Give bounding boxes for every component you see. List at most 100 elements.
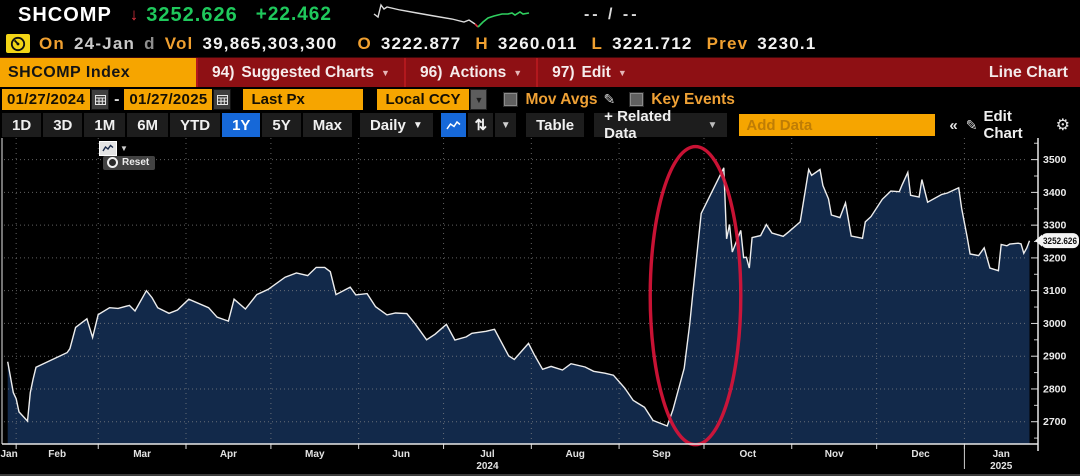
start-date-input[interactable]: 01/27/2024 [2, 89, 91, 110]
calendar-icon[interactable] [213, 89, 232, 110]
low-value: 3221.712 [612, 33, 693, 53]
chart-type-line-icon[interactable] [440, 113, 467, 137]
prev-value: 3230.1 [757, 33, 817, 53]
svg-text:Apr: Apr [220, 449, 237, 460]
reset-label: Reset [122, 157, 150, 168]
menu-bar: SHCOMP Index 94) Suggested Charts ▼ 96) … [0, 57, 1080, 87]
date-range-dash: - [114, 90, 120, 108]
price-chart[interactable]: 2700 2800 2900 3000 3100 3200 3300 3400 3500 Jan F… [0, 138, 1080, 476]
open-label: O [357, 33, 372, 53]
chevron-down-icon: ▼ [120, 144, 128, 153]
svg-text:Sep: Sep [652, 449, 670, 460]
open-value: 3222.877 [380, 33, 462, 53]
svg-text:Nov: Nov [825, 449, 844, 460]
svg-text:2025: 2025 [990, 461, 1013, 472]
frequency-flag: d [144, 33, 156, 53]
currency-select[interactable]: Local CCY [377, 89, 470, 110]
range-controls-row: 01/27/2024 - 01/27/2025 Last Px Local CC… [0, 87, 1080, 112]
period-1y-button[interactable]: 1Y [222, 113, 261, 137]
chevron-down-icon: ▼ [513, 67, 523, 78]
frequency-select[interactable]: Daily ▼ [359, 113, 433, 137]
session-ohlc-row: On 24-Jan d Vol 39,865,303,300 O 3222.87… [0, 30, 1080, 57]
table-button[interactable]: Table [526, 113, 585, 137]
menu-item-number: 96) [419, 63, 443, 81]
menu-item-label: Actions [449, 63, 507, 81]
chevron-down-icon: ▼ [707, 119, 718, 131]
price-field-select[interactable]: Last Px [243, 89, 364, 110]
chart-toolbar: 1D 3D 1M 6M YTD 1Y 5Y Max Daily ▼ ⇅ ▼ Ta… [0, 108, 1080, 142]
svg-text:May: May [305, 449, 325, 460]
security-ticker-field[interactable]: SHCOMP Index [0, 58, 196, 87]
key-events-label: Key Events [651, 90, 735, 108]
vol-label: Vol [164, 33, 194, 53]
key-events-checkbox[interactable] [629, 92, 645, 107]
svg-text:2700: 2700 [1043, 416, 1067, 428]
svg-text:Jul: Jul [480, 449, 495, 460]
svg-text:2800: 2800 [1043, 383, 1067, 395]
currency-dropdown-arrow-icon[interactable]: ▼ [470, 89, 488, 110]
svg-text:Jan: Jan [0, 449, 17, 460]
frequency-value: Daily [369, 116, 406, 134]
menu-actions[interactable]: 96) Actions ▼ [403, 58, 536, 87]
svg-text:3300: 3300 [1043, 220, 1067, 232]
mov-avgs-checkbox[interactable] [503, 92, 519, 107]
reset-target-icon [107, 157, 118, 168]
last-price: 3252.626 [146, 3, 238, 26]
svg-text:3500: 3500 [1043, 154, 1067, 166]
svg-text:Jan: Jan [993, 449, 1010, 460]
period-5y-button[interactable]: 5Y [262, 113, 301, 137]
panel-bottom-border [0, 474, 1080, 476]
chevron-down-icon: ▼ [412, 119, 423, 131]
price-down-arrow-icon: ↓ [129, 5, 139, 24]
price-chart-panel: 2700 2800 2900 3000 3100 3200 3300 3400 3500 Jan F… [0, 138, 1080, 476]
svg-text:2024: 2024 [476, 461, 499, 472]
edit-chart-button[interactable]: ✎ Edit Chart [966, 108, 1050, 142]
high-label: H [475, 33, 489, 53]
related-data-label: + Related Data [604, 108, 672, 142]
svg-text:3200: 3200 [1043, 252, 1067, 264]
last-price-axis-label [1041, 233, 1079, 249]
on-label: On [39, 33, 66, 53]
svg-text:Mar: Mar [133, 449, 151, 460]
menu-edit[interactable]: 97) Edit ▼ [536, 58, 641, 87]
period-6m-button[interactable]: 6M [127, 113, 169, 137]
chevron-down-icon: ▼ [617, 67, 627, 78]
axis-settings-icon[interactable]: ⇅ [468, 113, 494, 137]
mini-chart-icon [99, 141, 117, 156]
add-data-input[interactable] [739, 114, 936, 136]
end-date-input[interactable]: 01/27/2025 [124, 89, 213, 110]
high-value: 3260.011 [497, 33, 578, 53]
menu-item-label: Suggested Charts [241, 63, 375, 81]
quote-header-row: SHCOMP ↓ 3252.626 +22.462 -- / -- [0, 0, 1080, 30]
prev-label: Prev [706, 33, 749, 53]
menu-suggested-charts[interactable]: 94) Suggested Charts ▼ [196, 58, 404, 87]
intraday-sparkline [373, 3, 530, 28]
chart-type-title: Line Chart [988, 63, 1068, 81]
pencil-icon: ✎ [965, 116, 978, 133]
svg-text:3000: 3000 [1043, 318, 1067, 330]
svg-text:3100: 3100 [1043, 285, 1067, 297]
svg-text:Aug: Aug [565, 449, 584, 460]
svg-text:3400: 3400 [1043, 187, 1067, 199]
delayed-quote-gauge-icon[interactable] [6, 34, 30, 53]
chevron-down-icon: ▼ [381, 67, 390, 78]
session-date: 24-Jan [74, 33, 136, 53]
period-ytd-button[interactable]: YTD [170, 113, 221, 137]
period-max-button[interactable]: Max [302, 113, 352, 137]
chart-options-dropdown-icon[interactable]: ▼ [495, 113, 517, 137]
price-change: +22.462 [255, 4, 332, 25]
svg-text:Oct: Oct [740, 449, 757, 460]
gear-icon[interactable]: ⚙ [1055, 117, 1071, 134]
edit-mov-avgs-pencil-icon[interactable]: ✎ [603, 91, 616, 107]
collapse-panel-icon[interactable]: « [949, 116, 958, 134]
period-1d-button[interactable]: 1D [2, 113, 42, 137]
related-data-button[interactable]: + Related Data ▼ [594, 108, 728, 142]
mov-avgs-label: Mov Avgs [525, 90, 598, 108]
period-3d-button[interactable]: 3D [43, 113, 83, 137]
chart-tool-mini-button[interactable]: ▼ [99, 141, 128, 156]
period-1m-button[interactable]: 1M [84, 113, 126, 137]
reset-zoom-button[interactable]: Reset [103, 156, 156, 170]
menu-item-label: Edit [581, 63, 611, 81]
calendar-icon[interactable] [91, 89, 110, 110]
